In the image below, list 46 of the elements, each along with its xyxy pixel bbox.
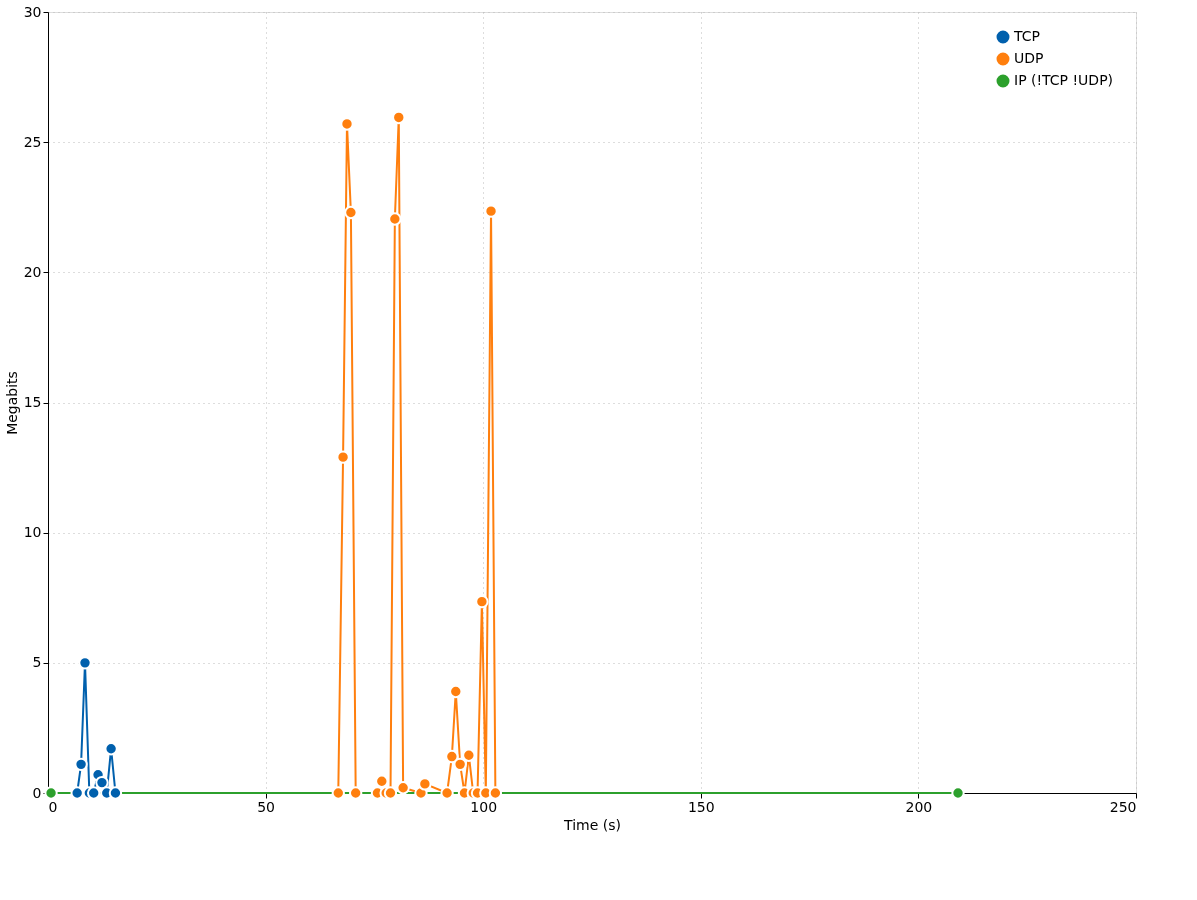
point bbox=[449, 684, 463, 699]
point bbox=[453, 757, 467, 772]
point bbox=[86, 786, 101, 800]
point bbox=[344, 205, 358, 220]
x-tick-label: 50 bbox=[257, 798, 276, 815]
point bbox=[396, 781, 410, 795]
point bbox=[475, 594, 489, 609]
point bbox=[462, 748, 476, 762]
point bbox=[383, 786, 398, 800]
legend-label: TCP bbox=[1013, 28, 1040, 44]
y-tick-label: 30 bbox=[23, 3, 42, 20]
legend-label: IP (!TCP !UDP) bbox=[1014, 72, 1114, 88]
x-tick-label: 100 bbox=[470, 798, 498, 815]
point bbox=[392, 110, 406, 125]
point bbox=[70, 786, 84, 800]
point bbox=[375, 774, 389, 788]
legend-label: UDP bbox=[1014, 50, 1044, 66]
point bbox=[418, 777, 432, 791]
point bbox=[348, 786, 363, 800]
point bbox=[951, 786, 965, 800]
y-axis-title: Megabits bbox=[3, 371, 20, 435]
point bbox=[336, 450, 350, 464]
point bbox=[44, 786, 58, 800]
x-tick-label: 150 bbox=[687, 798, 715, 815]
y-tick-label: 5 bbox=[32, 654, 42, 671]
y-tick-label: 15 bbox=[23, 394, 42, 410]
point bbox=[104, 742, 118, 756]
point bbox=[440, 786, 454, 800]
x-tick-label: 250 bbox=[1109, 798, 1137, 815]
point bbox=[340, 117, 354, 131]
point bbox=[78, 656, 92, 670]
point bbox=[108, 786, 123, 800]
y-tick-label: 0 bbox=[32, 784, 42, 801]
y-tick-label: 10 bbox=[23, 524, 42, 541]
x-tick-label: 0 bbox=[48, 798, 58, 815]
point bbox=[488, 786, 503, 800]
point bbox=[95, 775, 109, 790]
x-tick-label: 200 bbox=[905, 798, 933, 815]
point bbox=[331, 786, 345, 800]
point bbox=[484, 204, 498, 218]
point bbox=[445, 749, 459, 764]
y-tick-label: 25 bbox=[23, 133, 42, 150]
point bbox=[388, 212, 402, 226]
point bbox=[74, 757, 88, 772]
x-axis-title: Time (s) bbox=[563, 816, 621, 833]
y-tick-label: 20 bbox=[23, 263, 42, 280]
